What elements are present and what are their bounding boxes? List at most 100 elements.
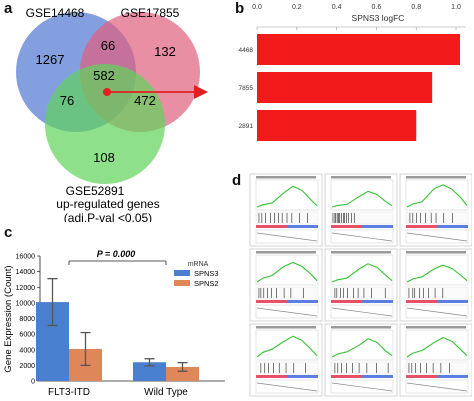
gsea-enrichment-curve <box>256 261 318 283</box>
gsea-plot-inner <box>405 179 469 211</box>
expression-y-tick-label: 10000 <box>16 300 36 307</box>
logfc-bar <box>257 110 417 141</box>
gsea-hit-strip <box>405 211 469 225</box>
expression-y-tick-label: 12000 <box>16 285 36 292</box>
gsea-enrichment-curve <box>331 338 393 358</box>
gsea-metric-area <box>405 229 469 244</box>
gsea-plot-title-bar <box>406 326 466 329</box>
gsea-rank-bar-red <box>256 375 287 378</box>
legend-label-spns3: SPNS3 <box>194 269 219 278</box>
gsea-rank-bar-red <box>256 225 287 228</box>
gsea-plot-grid <box>249 173 472 397</box>
logfc-bar-chart: 0.0 0.2 0.4 0.6 0.8 1.0 SPNS3 logFC GSE14468 G… <box>238 4 466 141</box>
gsea-plot <box>249 323 323 397</box>
gsea-rank-bar-blue <box>287 225 318 228</box>
venn-label-gse17855: GSE17855 <box>121 6 180 20</box>
gsea-plot <box>399 248 472 322</box>
gsea-hit-strip <box>330 211 394 225</box>
gsea-plot <box>324 248 398 322</box>
gsea-enrichment-curve <box>331 190 393 208</box>
gsea-rank-bar-blue <box>437 225 468 228</box>
gsea-plot-inner <box>255 179 319 211</box>
gsea-plot-inner <box>330 254 394 286</box>
logfc-x-tick-label: 0.0 <box>252 4 262 11</box>
gsea-enrichment-curve <box>406 336 468 358</box>
legend-title: mRNA <box>188 261 209 268</box>
gsea-plot-inner <box>330 179 394 211</box>
legend-swatch-spns2 <box>174 280 190 286</box>
gsea-plot-title-bar <box>256 251 316 254</box>
gsea-plot-title-bar <box>256 176 316 179</box>
expression-y-tick-label: 2000 <box>19 363 35 370</box>
venn-circle-gse52891 <box>45 64 165 184</box>
expression-y-tick-label: 8000 <box>19 316 35 323</box>
expression-y-tick-label: 6000 <box>19 332 35 339</box>
gsea-metric-area <box>405 379 469 394</box>
gsea-metric-area <box>330 304 394 319</box>
gsea-plot <box>324 323 398 397</box>
venn-count-ab: 66 <box>101 38 115 53</box>
expression-bar-spns2 <box>166 366 199 381</box>
gsea-metric-curve <box>256 232 318 242</box>
gsea-metric-curve <box>406 382 468 392</box>
gsea-rank-bar-red <box>331 375 362 378</box>
expression-category-label: Wild Type <box>144 387 188 398</box>
gsea-metric-area <box>330 229 394 244</box>
venn-label-gse14468: GSE14468 <box>26 6 85 20</box>
gsea-metric-curve <box>331 307 393 317</box>
gsea-enrichment-curve <box>406 184 468 208</box>
expression-y-tick-label: 0 <box>31 379 35 386</box>
gsea-rank-bar-red <box>331 225 362 228</box>
venn-count-abc: 582 <box>93 68 115 83</box>
gsea-plot-title-bar <box>331 176 391 179</box>
legend-swatch-spns3 <box>174 270 190 276</box>
gsea-rank-bar-red <box>331 300 362 303</box>
gsea-rank-bar-blue <box>437 375 468 378</box>
logfc-category-label: GSE17855 <box>238 85 253 92</box>
gsea-plot <box>399 323 472 397</box>
logfc-x-tick-label: 0.8 <box>411 4 421 11</box>
gsea-plot-inner <box>405 254 469 286</box>
expression-bar-chart: Gene Expression (Count) 0 2000 4000 6000 800… <box>3 249 225 398</box>
panel-letter-d: d <box>232 172 242 189</box>
venn-caption-line2: (adj.P-val <0.05) <box>64 211 152 222</box>
gsea-metric-area <box>255 229 319 244</box>
gsea-rank-bar-blue <box>437 300 468 303</box>
gsea-metric-curve <box>406 232 468 242</box>
gsea-enrichment-curve <box>331 263 393 283</box>
gsea-plot-title-bar <box>256 326 316 329</box>
venn-count-only-a: 1267 <box>36 52 65 67</box>
expression-y-tick-label: 4000 <box>19 347 35 354</box>
panel-letter-c: c <box>4 224 13 241</box>
expression-y-tick-label: 16000 <box>16 254 36 261</box>
gsea-plot-inner <box>255 329 319 361</box>
logfc-bar <box>257 72 433 103</box>
gsea-hit-strip <box>405 286 469 300</box>
expression-legend: mRNA SPNS3 SPNS2 <box>174 261 219 288</box>
gsea-hit-strip <box>330 361 394 375</box>
gsea-plot <box>249 248 323 322</box>
gsea-hit-strip <box>405 361 469 375</box>
venn-count-ac: 76 <box>60 93 74 108</box>
venn-caption-line1: up-regulated genes <box>56 197 159 211</box>
gsea-plot-inner <box>330 329 394 361</box>
gsea-plot-title-bar <box>406 176 466 179</box>
gsea-plot <box>249 173 323 247</box>
gsea-plot-title-bar <box>331 251 391 254</box>
gsea-plot-title-bar <box>406 251 466 254</box>
gsea-rank-bar-red <box>406 225 437 228</box>
expression-y-tick-label: 14000 <box>16 269 36 276</box>
venn-count-only-c: 108 <box>93 150 115 165</box>
venn-label-gse52891: GSE52891 <box>66 184 125 198</box>
gsea-rank-bar-red <box>406 300 437 303</box>
gsea-metric-area <box>255 379 319 394</box>
venn-arrow-head <box>194 85 208 99</box>
gsea-rank-bar-red <box>256 300 287 303</box>
expression-bar-spns3 <box>133 362 166 381</box>
gsea-metric-area <box>330 379 394 394</box>
gsea-plot-inner <box>405 329 469 361</box>
logfc-x-tick-label: 0.2 <box>292 4 302 11</box>
gsea-enrichment-curve <box>256 185 318 208</box>
gsea-plot-title-bar <box>331 326 391 329</box>
expression-y-label: Gene Expression (Count) <box>3 265 14 372</box>
